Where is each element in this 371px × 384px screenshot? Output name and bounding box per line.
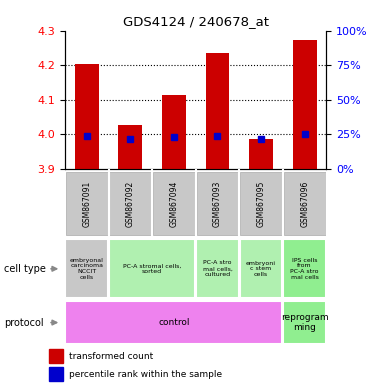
Text: cell type: cell type: [4, 264, 46, 274]
Text: GSM867095: GSM867095: [257, 180, 266, 227]
Bar: [249, 139, 273, 169]
Text: IPS cells
from
PC-A stro
mal cells: IPS cells from PC-A stro mal cells: [290, 258, 319, 280]
Text: protocol: protocol: [4, 318, 43, 328]
Bar: [162, 94, 186, 169]
Text: GSM867093: GSM867093: [213, 180, 222, 227]
Bar: [49, 367, 63, 381]
Text: PC-A stromal cells,
sorted: PC-A stromal cells, sorted: [123, 263, 181, 274]
Bar: [109, 172, 151, 235]
Title: GDS4124 / 240678_at: GDS4124 / 240678_at: [123, 15, 269, 28]
Bar: [283, 301, 326, 344]
Bar: [284, 172, 326, 235]
Text: GSM867091: GSM867091: [82, 180, 91, 227]
Text: percentile rank within the sample: percentile rank within the sample: [69, 370, 222, 379]
Text: PC-A stro
mal cells,
cultured: PC-A stro mal cells, cultured: [203, 260, 233, 277]
Bar: [153, 172, 195, 235]
Bar: [206, 53, 230, 169]
Text: control: control: [158, 318, 190, 327]
Bar: [66, 172, 108, 235]
Bar: [293, 40, 317, 169]
Bar: [75, 63, 99, 169]
Bar: [196, 239, 239, 298]
Text: embryonal
carcinoma
NCCIT
cells: embryonal carcinoma NCCIT cells: [70, 258, 104, 280]
Bar: [197, 172, 239, 235]
Bar: [240, 172, 282, 235]
Bar: [65, 301, 282, 344]
Bar: [49, 349, 63, 363]
Text: transformed count: transformed count: [69, 352, 153, 361]
Bar: [118, 125, 142, 169]
Text: GSM867096: GSM867096: [300, 180, 309, 227]
Bar: [283, 239, 326, 298]
Text: GSM867092: GSM867092: [126, 180, 135, 227]
Bar: [240, 239, 282, 298]
Bar: [65, 239, 108, 298]
Text: GSM867094: GSM867094: [170, 180, 178, 227]
Text: embryoni
c stem
cells: embryoni c stem cells: [246, 260, 276, 277]
Bar: [109, 239, 195, 298]
Text: reprogram
ming: reprogram ming: [281, 313, 328, 332]
